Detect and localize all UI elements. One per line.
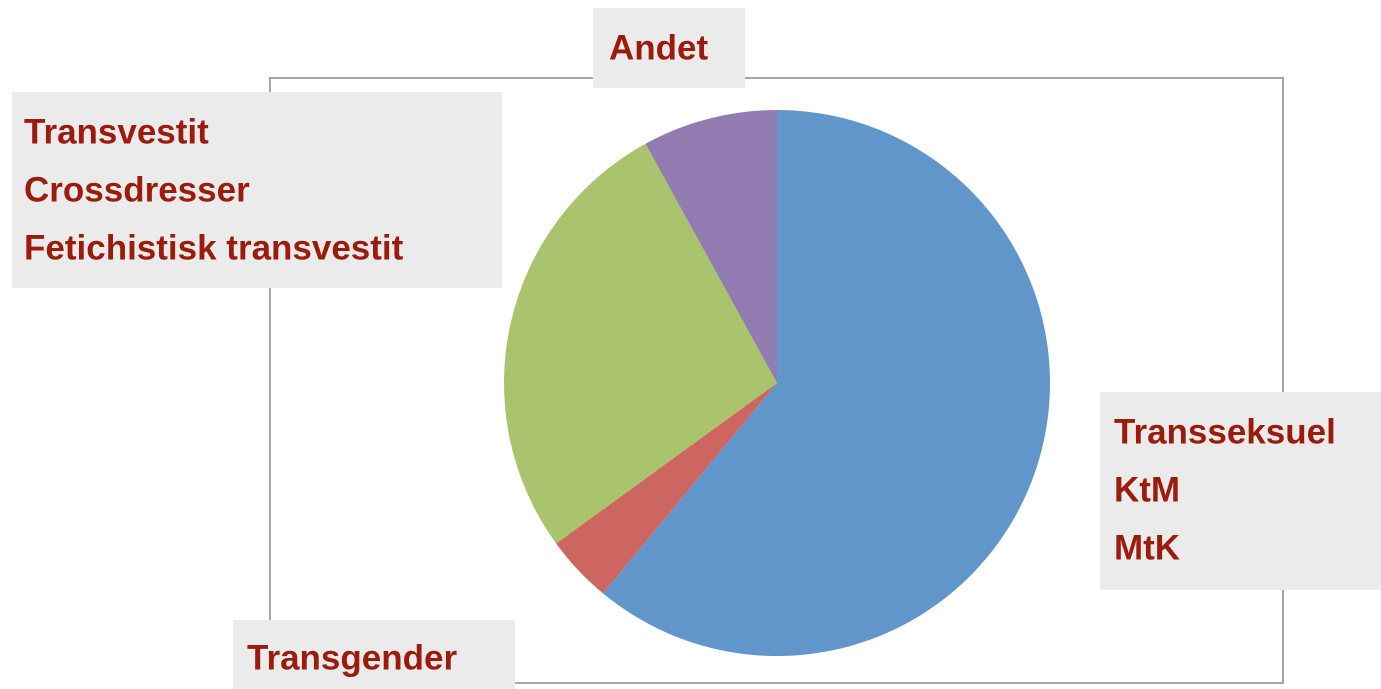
label-box [233, 620, 515, 689]
pie-slice [645, 110, 777, 383]
slice-label: MtK [1114, 528, 1180, 567]
plot-frame [269, 77, 1284, 684]
pie-slice [503, 143, 777, 544]
slice-label: Transseksuel [1114, 412, 1336, 451]
slice-label: Crossdresser [24, 170, 250, 209]
slice-label: KtM [1114, 470, 1180, 509]
pie-slice [556, 383, 777, 594]
label-box [593, 8, 745, 88]
slice-label: Transvestit [24, 112, 209, 151]
slice-label: Transgender [247, 638, 457, 677]
slice-label: Fetichistisk transvestit [24, 228, 404, 267]
label-box [12, 92, 502, 288]
label-box [1100, 392, 1381, 590]
pie-slice [602, 110, 1050, 657]
slice-label: Andet [609, 28, 709, 67]
